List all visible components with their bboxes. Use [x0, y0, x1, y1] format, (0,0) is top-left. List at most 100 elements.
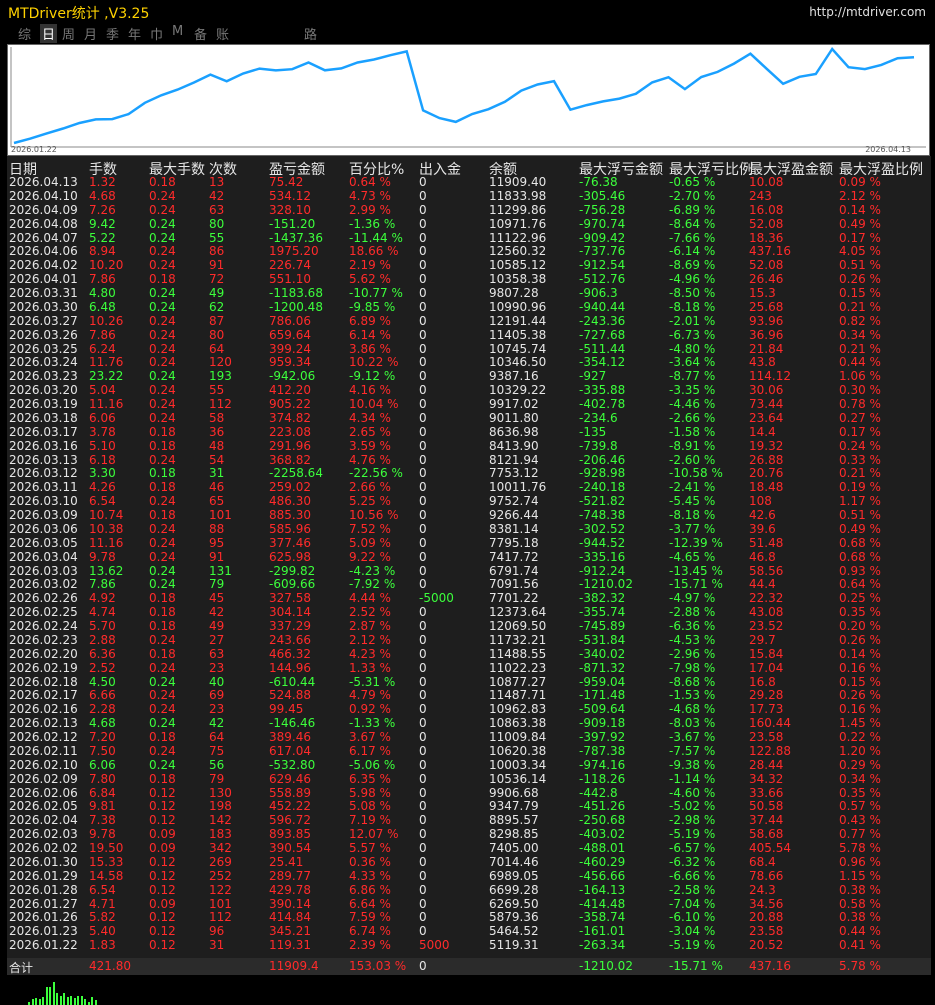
cell-pnl: 243.66: [269, 632, 311, 647]
cell-max-loss: -488.01: [579, 841, 626, 855]
header-flow[interactable]: 出入金: [419, 162, 461, 178]
cell-pnl: 144.96: [269, 660, 311, 675]
cell-count: 42: [209, 716, 225, 731]
table-row: 2026.03.05 11.16 0.24 95 377.46 5.09 % 0 7795.1…: [7, 536, 931, 551]
cell-date: 2026.03.04: [9, 549, 78, 564]
tab-4[interactable]: 季: [106, 28, 120, 43]
table-row: 2026.04.08 9.42 0.24 80 -151.20 -1.36 % 0 10971…: [7, 216, 931, 232]
cell-max-profit: 23.58: [749, 924, 784, 939]
cell-count: 49: [209, 286, 225, 300]
cell-balance: 12560.32: [489, 244, 547, 259]
header-max-profit-pct[interactable]: 最大浮盈比例: [839, 162, 923, 178]
cell-max-loss: -970.74: [579, 216, 626, 231]
cell-count: 91: [209, 258, 225, 273]
tab-1[interactable]: 日: [40, 24, 58, 43]
header-count[interactable]: 次数: [209, 162, 237, 178]
table-row: 2026.01.23 5.40 0.12 96 345.21 6.74 % 0 5464.52…: [7, 924, 931, 939]
header-pnl[interactable]: 盈亏金额: [269, 162, 325, 178]
cell-balance: 10536.14: [489, 771, 547, 786]
cell-pct: -9.12 %: [349, 369, 396, 384]
cell-max-loss-pct: -6.89 %: [669, 202, 716, 217]
cell-max-lots: 0.24: [149, 341, 176, 356]
header-max-loss-pct[interactable]: 最大浮亏比例: [669, 162, 753, 178]
cell-date: 2026.03.06: [9, 521, 78, 536]
cell-balance: 11022.23: [489, 660, 547, 675]
cell-date: 2026.01.30: [9, 854, 78, 869]
cell-lots: 11.76: [89, 355, 124, 370]
cell-flow: 0: [419, 702, 427, 717]
cell-max-profit-pct: 0.68 %: [839, 549, 881, 564]
header-max-profit[interactable]: 最大浮盈金额: [749, 162, 833, 178]
header-balance[interactable]: 余额: [489, 162, 517, 178]
cell-count: 31: [209, 938, 225, 953]
cell-count: 88: [209, 521, 225, 536]
chart-start-date: 2026.01.22: [11, 145, 57, 154]
cell-max-loss: -912.24: [579, 563, 626, 578]
tab-7[interactable]: M: [172, 24, 184, 39]
table-row: 2026.03.12 3.30 0.18 31 -2258.64 -22.56 % 0 775…: [7, 466, 931, 481]
cell-flow: 0: [419, 577, 427, 592]
cell-flow: 0: [419, 508, 427, 522]
cell-pnl: -942.06: [269, 369, 316, 384]
cell-max-profit-pct: 1.45 %: [839, 716, 881, 731]
cell-flow: 0: [419, 771, 427, 786]
cell-max-lots: 0.24: [149, 216, 176, 231]
cell-date: 2026.02.09: [9, 771, 78, 786]
volume-bar: [45, 987, 48, 1005]
cell-max-profit-pct: 0.24 %: [839, 438, 881, 453]
header-max-lots[interactable]: 最大手数: [149, 162, 205, 178]
cell-pnl: 1975.20: [269, 244, 319, 259]
cell-max-profit: 58.68: [749, 827, 784, 842]
cell-date: 2026.03.02: [9, 577, 78, 592]
tab-6[interactable]: 巾: [150, 28, 164, 43]
cell-balance: 6269.50: [489, 896, 539, 911]
tab-2[interactable]: 周: [62, 28, 76, 43]
cell-flow: 5000: [419, 938, 450, 953]
cell-lots: 7.86: [89, 577, 116, 592]
cell-lots: 5.10: [89, 438, 116, 453]
cell-date: 2026.02.12: [9, 730, 78, 744]
cell-balance: 5119.31: [489, 938, 539, 953]
cell-balance: 9752.74: [489, 494, 539, 509]
app-url-link[interactable]: http://mtdriver.com: [809, 5, 926, 19]
cell-max-lots: 0.24: [149, 521, 176, 536]
cell-max-lots: 0.24: [149, 702, 176, 717]
tab-8[interactable]: 备: [194, 28, 208, 43]
table-row: 2026.03.16 5.10 0.18 48 291.96 3.59 % 0 8413.90…: [7, 438, 931, 454]
total-flow: 0: [419, 959, 427, 973]
cell-lots: 4.26: [89, 480, 116, 495]
cell-pct: 6.17 %: [349, 743, 391, 758]
tab-3[interactable]: 月: [84, 28, 98, 43]
cell-max-loss-pct: -2.41 %: [669, 480, 716, 495]
cell-max-lots: 0.12: [149, 785, 176, 800]
table-row: 2026.03.17 3.78 0.18 36 223.08 2.65 % 0 8636.98…: [7, 425, 931, 440]
tab-0[interactable]: 综: [18, 28, 32, 43]
cell-max-loss: -531.84: [579, 632, 626, 647]
cell-max-profit: 34.32: [749, 771, 784, 786]
cell-max-profit: 122.88: [749, 743, 791, 758]
cell-flow: 0: [419, 369, 427, 384]
cell-max-lots: 0.24: [149, 244, 176, 259]
cell-max-loss: -512.76: [579, 272, 626, 287]
volume-bar: [35, 997, 37, 1005]
header-max-loss[interactable]: 最大浮亏金额: [579, 162, 663, 178]
header-date[interactable]: 日期: [9, 162, 37, 178]
cell-flow: 0: [419, 286, 427, 300]
cell-count: 80: [209, 216, 225, 231]
header-lots[interactable]: 手数: [89, 162, 117, 178]
cell-max-profit-pct: 0.35 %: [839, 605, 881, 620]
total-lots: 421.80: [89, 959, 131, 973]
cell-max-profit-pct: 0.21 %: [839, 299, 881, 314]
tab-5[interactable]: 年: [128, 28, 142, 43]
cell-max-loss: -263.34: [579, 938, 626, 953]
header-pct[interactable]: 百分比%: [349, 162, 405, 178]
cell-lots: 4.92: [89, 591, 116, 606]
table-row: 2026.03.19 11.16 0.24 112 905.22 10.04 % 0 9917…: [7, 397, 931, 412]
cell-max-loss-pct: -3.04 %: [669, 924, 716, 939]
cell-max-profit-pct: 0.58 %: [839, 896, 881, 911]
cell-count: 48: [209, 438, 225, 453]
cell-flow: 0: [419, 341, 427, 356]
cell-max-loss-pct: -2.58 %: [669, 882, 716, 897]
cell-date: 2026.02.06: [9, 785, 78, 800]
cell-max-lots: 0.18: [149, 438, 176, 453]
